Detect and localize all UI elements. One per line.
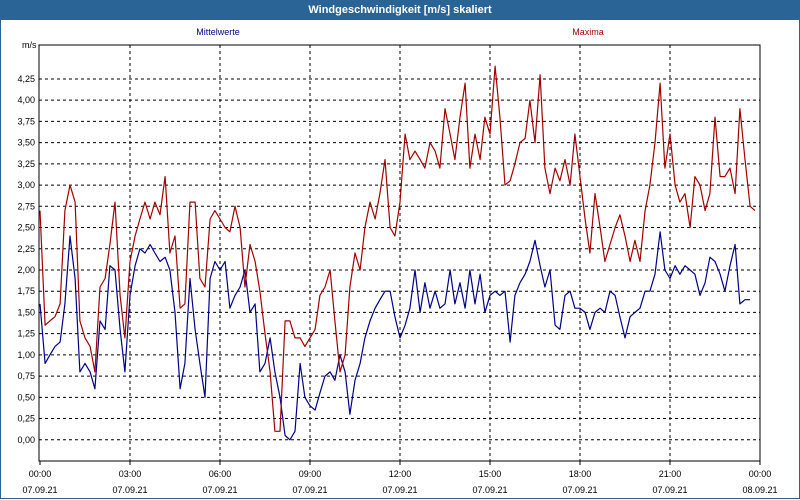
x-tick-date-label: 08.09.21 bbox=[742, 485, 777, 495]
x-tick-date-label: 07.09.21 bbox=[562, 485, 597, 495]
y-tick-label: 2,50 bbox=[17, 223, 35, 233]
plot-area bbox=[38, 44, 761, 462]
y-tick-label: 1,25 bbox=[17, 329, 35, 339]
x-tick-time-label: 09:00 bbox=[299, 469, 322, 479]
x-tick-time-label: 21:00 bbox=[659, 469, 682, 479]
y-tick-label: 2,75 bbox=[17, 201, 35, 211]
x-tick-date-label: 07.09.21 bbox=[652, 485, 687, 495]
series-line-maxima bbox=[39, 65, 756, 432]
chart-title-bar: Windgeschwindigkeit [m/s] skaliert bbox=[0, 0, 800, 20]
y-tick-label: 1,00 bbox=[17, 350, 35, 360]
y-tick-label: 4,25 bbox=[17, 74, 35, 84]
legend-mean-label: Mittelwerte bbox=[196, 27, 240, 37]
y-tick-label: 1,50 bbox=[17, 307, 35, 317]
y-tick-label: 0,25 bbox=[17, 414, 35, 424]
y-tick-label: 3,25 bbox=[17, 159, 35, 169]
chart-title: Windgeschwindigkeit [m/s] skaliert bbox=[308, 4, 492, 16]
y-tick-label: 2,00 bbox=[17, 265, 35, 275]
x-tick-time-label: 00:00 bbox=[29, 469, 52, 479]
y-tick-label: 2,25 bbox=[17, 244, 35, 254]
y-tick-label: 4,00 bbox=[17, 95, 35, 105]
x-tick-time-label: 15:00 bbox=[479, 469, 502, 479]
legend-max-label: Maxima bbox=[572, 27, 604, 37]
y-axis-ticks: 0,00 0,25 0,50 0,75 1,00 1,25 1,50 1,75 2,00 2,25… bbox=[17, 74, 35, 445]
x-tick-date-label: 07.09.21 bbox=[112, 485, 147, 495]
x-axis-ticks: 00:00 07.09.21 03:00 07.09.21 06:00 07.09.21 0… bbox=[22, 461, 778, 495]
x-tick-time-label: 03:00 bbox=[119, 469, 142, 479]
y-tick-label: 3,50 bbox=[17, 138, 35, 148]
x-tick-date-label: 07.09.21 bbox=[292, 485, 327, 495]
x-tick-date-label: 07.09.21 bbox=[472, 485, 507, 495]
y-tick-label: 0,50 bbox=[17, 392, 35, 402]
y-tick-label: 0,00 bbox=[17, 435, 35, 445]
y-tick-label: 3,00 bbox=[17, 180, 35, 190]
series-lines bbox=[39, 65, 756, 441]
y-tick-label: 3,75 bbox=[17, 116, 35, 126]
series-line-mittelwerte bbox=[39, 231, 751, 441]
x-tick-time-label: 00:00 bbox=[749, 469, 772, 479]
y-axis-unit-label: m/s bbox=[22, 40, 37, 50]
x-tick-date-label: 07.09.21 bbox=[22, 485, 57, 495]
x-tick-time-label: 06:00 bbox=[209, 469, 232, 479]
y-tick-label: 0,75 bbox=[17, 371, 35, 381]
x-tick-date-label: 07.09.21 bbox=[382, 485, 417, 495]
x-tick-time-label: 12:00 bbox=[389, 469, 412, 479]
x-tick-date-label: 07.09.21 bbox=[202, 485, 237, 495]
grid-lines bbox=[39, 45, 760, 461]
y-tick-label: 1,75 bbox=[17, 286, 35, 296]
x-tick-time-label: 18:00 bbox=[569, 469, 592, 479]
